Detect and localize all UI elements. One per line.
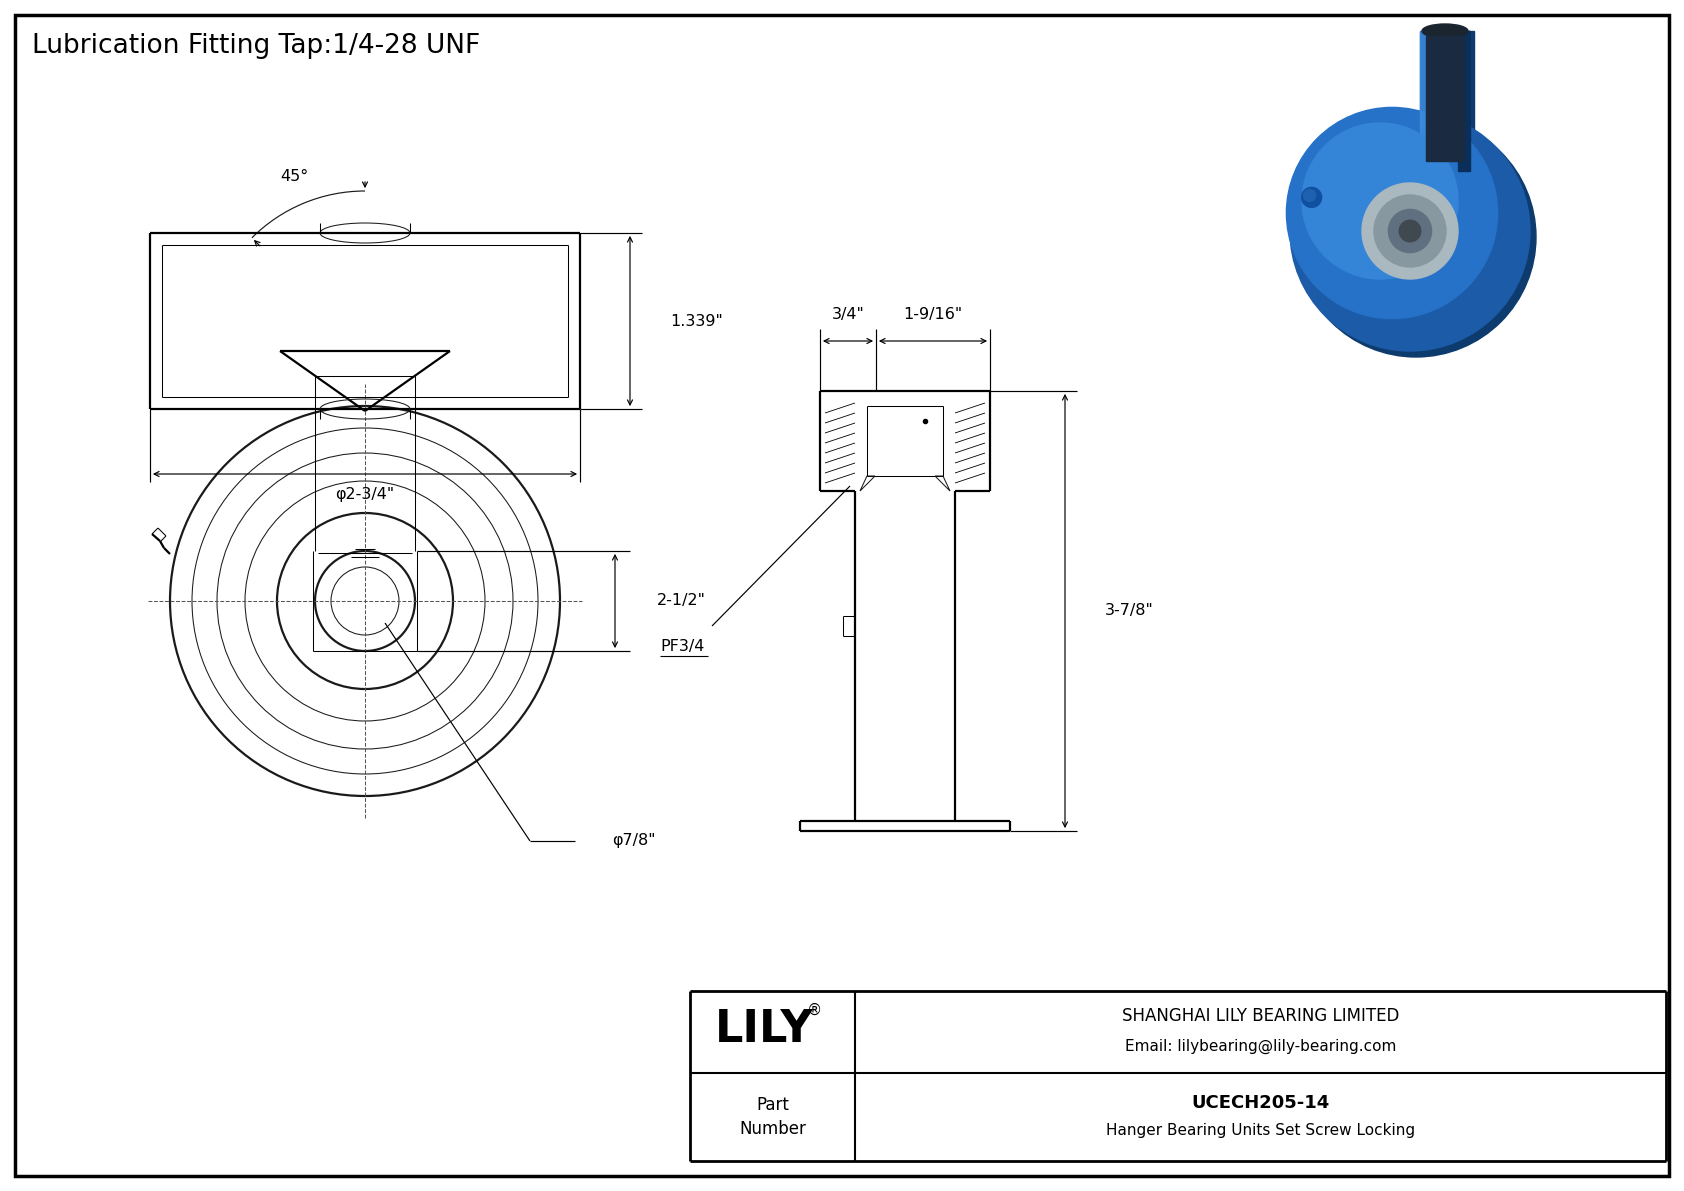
- Circle shape: [1399, 220, 1421, 242]
- Circle shape: [1302, 187, 1322, 207]
- Bar: [1420, 31, 1470, 172]
- Text: LILY: LILY: [716, 1009, 813, 1052]
- Text: Email: lilybearing@lily-bearing.com: Email: lilybearing@lily-bearing.com: [1125, 1039, 1396, 1054]
- Text: Lubrication Fitting Tap:1/4-28 UNF: Lubrication Fitting Tap:1/4-28 UNF: [32, 33, 480, 60]
- Text: UCECH205-14: UCECH205-14: [1191, 1095, 1330, 1112]
- Text: φ2-3/4": φ2-3/4": [335, 486, 394, 501]
- Text: Part
Number: Part Number: [739, 1096, 807, 1139]
- Circle shape: [1302, 123, 1458, 279]
- Text: SHANGHAI LILY BEARING LIMITED: SHANGHAI LILY BEARING LIMITED: [1122, 1008, 1399, 1025]
- Text: 1.339": 1.339": [670, 313, 722, 329]
- Bar: [1457, 31, 1470, 172]
- Circle shape: [1303, 189, 1315, 201]
- Circle shape: [1388, 210, 1431, 252]
- Text: Hanger Bearing Units Set Screw Locking: Hanger Bearing Units Set Screw Locking: [1106, 1123, 1415, 1139]
- Circle shape: [1362, 183, 1458, 279]
- Text: 3/4": 3/4": [832, 306, 864, 322]
- Text: 3-7/8": 3-7/8": [1105, 604, 1154, 618]
- Text: φ7/8": φ7/8": [611, 834, 655, 848]
- Ellipse shape: [1421, 24, 1468, 38]
- Text: PF3/4: PF3/4: [660, 638, 704, 654]
- Circle shape: [1297, 117, 1536, 357]
- Bar: [1426, 36, 1463, 161]
- Circle shape: [1374, 195, 1447, 267]
- Text: 2-1/2": 2-1/2": [657, 593, 706, 609]
- Bar: [1420, 31, 1435, 172]
- Text: 1-9/16": 1-9/16": [903, 306, 963, 322]
- Circle shape: [1287, 107, 1497, 319]
- Text: ®: ®: [807, 1003, 822, 1017]
- Circle shape: [1290, 111, 1531, 351]
- Bar: [1425, 31, 1474, 172]
- Text: 45°: 45°: [281, 169, 308, 185]
